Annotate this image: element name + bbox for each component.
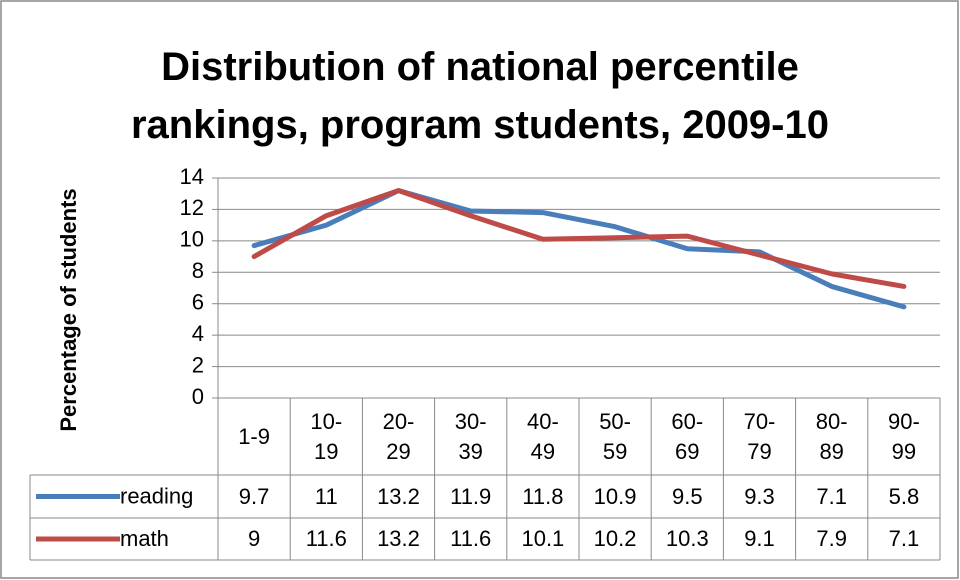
y-tick-label: 14 [180,164,204,189]
table-value-text: 9 [247,526,261,551]
x-tick-label: 90-99 [868,398,940,475]
table-value: 13.2 [362,518,434,560]
x-tick-label: 1-9 [218,398,290,475]
table-value: 10.9 [579,475,651,518]
series-line [251,188,907,310]
y-tick-label: 2 [192,352,204,377]
table-value: 11.9 [435,475,507,518]
table-value-text: 9.5 [671,483,703,509]
legend-label: math [120,526,169,551]
x-tick-label-text: 10-19 [310,408,343,464]
table-value-text: 10.2 [593,526,637,551]
table-value-text: 7.9 [816,526,847,551]
table-value-text: 9.3 [744,483,775,509]
table-value-text: 11.6 [305,526,347,551]
y-tick-label: 4 [192,321,204,346]
table-value: 9.5 [651,475,723,518]
chart-title: Distribution of national percentile rank… [130,45,829,147]
y-axis-title: Percentage of students [56,188,81,431]
table-value-text: 10.1 [521,526,565,551]
x-tick-label-text: 80-89 [815,408,848,464]
series-line [251,188,907,289]
table-value-text: 11 [314,483,338,509]
x-tick-label-text: 90-99 [887,408,920,464]
table-value: 10.3 [651,518,723,560]
x-tick-label-text: 20-29 [382,408,415,464]
table-value-text: 9.7 [238,483,270,509]
x-tick-label: 70-79 [723,398,795,475]
table-value-text: 11.8 [522,483,564,509]
table-value: 7.1 [868,518,940,560]
table-value: 11 [290,475,362,518]
table-value-text: 10.9 [593,483,637,509]
table-value-text: 11.9 [450,483,492,509]
table-value: 9 [218,518,290,560]
table-value-text: 5.8 [888,483,920,509]
x-tick-label: 10-19 [290,398,362,475]
x-tick-label: 20-29 [362,398,434,475]
x-tick-label: 50-59 [579,398,651,475]
y-tick-label: 10 [180,227,204,252]
x-tick-label-text: 60-69 [671,408,704,464]
x-tick-label-text: 30-39 [454,408,487,464]
table-value: 11.6 [290,518,362,560]
table-value-text: 9.1 [744,526,775,551]
legend-label: reading [120,483,193,508]
table-value-text: 13.2 [377,483,420,509]
table-value: 10.2 [579,518,651,560]
y-tick-label: 6 [192,290,204,315]
x-tick-label-text: 40-49 [526,408,559,464]
table-value-text: 11.6 [450,526,492,551]
table-value: 7.9 [796,518,868,560]
x-tick-label: 40-49 [507,398,579,475]
table-value-text: 7.1 [816,483,847,509]
x-tick-label-text: 1-9 [238,423,270,449]
table-value: 7.1 [796,475,868,518]
table-value: 13.2 [362,475,434,518]
table-value-text: 7.1 [888,526,920,551]
table-value: 9.1 [723,518,795,560]
y-tick-label: 0 [192,384,204,409]
y-tick-label: 8 [192,258,204,283]
table-value: 9.7 [218,475,290,518]
x-tick-label: 30-39 [435,398,507,475]
y-tick-label: 12 [180,195,204,220]
table-value: 5.8 [868,475,940,518]
table-value: 9.3 [723,475,795,518]
x-tick-label: 80-89 [796,398,868,475]
x-tick-label-text: 50-59 [599,408,631,464]
table-value: 11.8 [507,475,579,518]
table-value: 10.1 [507,518,579,560]
table-value-text: 10.3 [665,526,709,551]
x-tick-label-text: 70-79 [743,408,776,464]
x-tick-label: 60-69 [651,398,723,475]
table-value-text: 13.2 [377,526,420,551]
table-value: 11.6 [435,518,507,560]
